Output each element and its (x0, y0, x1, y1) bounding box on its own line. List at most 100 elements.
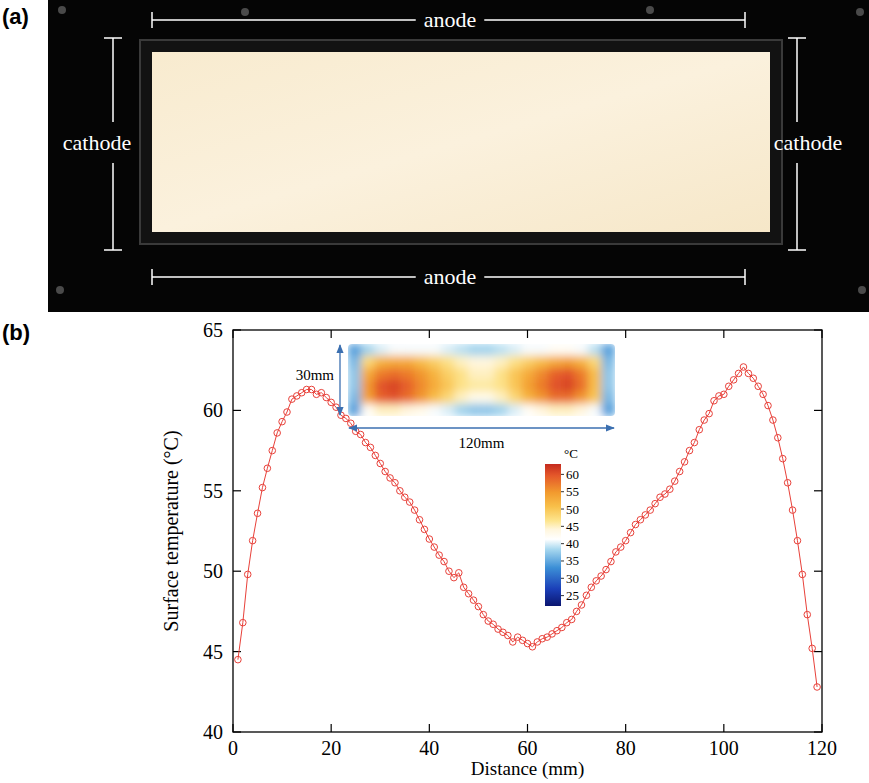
data-point (500, 629, 507, 636)
panel-letter: (b) (2, 320, 30, 345)
y-tick (233, 651, 241, 652)
electrode-label: anode (424, 7, 477, 32)
data-point (475, 603, 482, 610)
x-tick-label: 80 (616, 737, 636, 759)
heat-cell (414, 368, 428, 381)
data-point (740, 364, 747, 371)
colorbar-tick-label: 45 (566, 519, 579, 534)
data-point (784, 479, 791, 486)
colorbar-label: °C (564, 446, 578, 461)
heat-cell (481, 404, 495, 416)
data-point (244, 571, 251, 578)
heat-cell (588, 404, 602, 416)
heat-cell (481, 380, 495, 393)
heat-cell (388, 344, 402, 356)
photo-background (48, 0, 869, 312)
heat-cell (468, 344, 482, 356)
data-point (455, 570, 462, 577)
data-point (765, 402, 772, 409)
heat-cell (561, 368, 575, 381)
data-point (730, 377, 737, 384)
heat-cell (374, 344, 388, 356)
heat-cell (495, 368, 509, 381)
data-point (249, 537, 256, 544)
data-point (755, 383, 762, 390)
data-point (338, 412, 345, 419)
heat-cell (468, 356, 482, 369)
heat-cell (361, 368, 375, 381)
data-point (667, 486, 674, 493)
data-point (578, 602, 585, 609)
electrode-label: cathode (63, 130, 131, 155)
y-tick (814, 490, 822, 491)
data-point (799, 571, 806, 578)
data-point (598, 573, 605, 580)
heat-cell (548, 356, 562, 369)
data-point (701, 417, 708, 424)
y-tick-label: 55 (203, 480, 223, 502)
x-tick (527, 330, 528, 338)
thermal-image (348, 344, 615, 416)
data-point (627, 529, 634, 536)
colorbar-tick-label: 30 (566, 571, 579, 586)
data-line (238, 367, 817, 687)
bracket-line (788, 37, 806, 39)
heat-cell (414, 392, 428, 405)
heat-cell (535, 404, 549, 416)
heat-cell (441, 368, 455, 381)
screw (646, 6, 654, 14)
data-point (706, 410, 713, 417)
heat-cell (455, 368, 469, 381)
heat-cell (348, 392, 362, 405)
data-point (367, 444, 374, 451)
data-point (298, 389, 305, 396)
x-tick-label: 20 (321, 737, 341, 759)
heat-cell (601, 344, 615, 356)
panel-bezel (140, 40, 782, 244)
data-point (568, 616, 575, 623)
screw (56, 286, 64, 294)
data-point (514, 634, 521, 641)
data-point (671, 478, 678, 485)
heat-cell (521, 392, 535, 405)
heat-cell (495, 356, 509, 369)
heat-cell (414, 404, 428, 416)
heat-cell (508, 344, 522, 356)
data-point (779, 455, 786, 462)
data-point (348, 420, 355, 427)
bracket-line (151, 12, 153, 28)
data-point (573, 608, 580, 615)
x-tick (625, 724, 626, 732)
heat-cell (521, 356, 535, 369)
inset: 30mm120mm2530354045505560°C (296, 344, 616, 606)
x-tick (429, 330, 430, 338)
heat-cell (428, 404, 442, 416)
data-point (770, 417, 777, 424)
bracket-line (152, 19, 416, 21)
colorbar-tick (561, 595, 564, 596)
heat-cell (401, 404, 415, 416)
x-tick (429, 724, 430, 732)
data-point (480, 611, 487, 618)
x-tick-label: 60 (518, 737, 538, 759)
data-point (382, 468, 389, 475)
data-point (544, 634, 551, 641)
data-point (750, 375, 757, 382)
data-point (392, 479, 399, 486)
heat-cell (401, 392, 415, 405)
heat-cell (561, 344, 575, 356)
heat-cell (601, 392, 615, 405)
heat-cell (588, 356, 602, 369)
heat-cell (401, 344, 415, 356)
data-point (524, 640, 531, 647)
data-point (804, 611, 811, 618)
data-point (809, 645, 816, 652)
data-point (760, 391, 767, 398)
bracket-line (744, 269, 746, 285)
heat-cell (508, 356, 522, 369)
bracket-line (796, 38, 798, 122)
heat-cell (548, 392, 562, 405)
heat-cell (548, 380, 562, 393)
y-tick-label: 45 (203, 641, 223, 663)
heat-cell (495, 380, 509, 393)
